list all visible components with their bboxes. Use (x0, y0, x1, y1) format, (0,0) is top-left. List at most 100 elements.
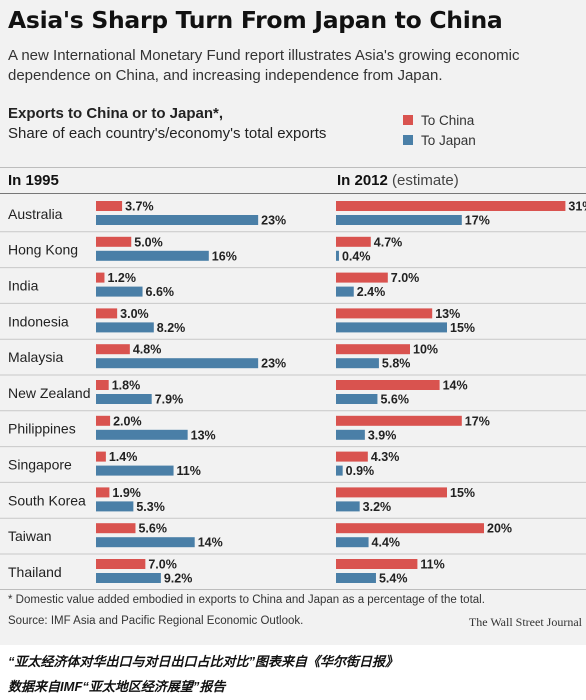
bar-in-2012-japan-thailand (336, 573, 376, 583)
bar-in-1995-japan-india (96, 286, 143, 297)
bar-in-1995-japan-philippines (96, 429, 188, 440)
chart-subtitle: A new International Monetary Fund report… (8, 47, 520, 84)
bar-in-2012-china-philippines (336, 415, 462, 426)
legend-label-japan: To Japan (421, 132, 476, 148)
bar-in-2012-china-thailand (336, 559, 418, 569)
bar-in-2012-japan-hong-kong (336, 250, 339, 261)
bar-in-2012-japan-taiwan (336, 537, 369, 548)
data-label-in-2012-japan-philippines: 3.9% (368, 428, 397, 442)
divider-bottom (0, 589, 586, 590)
bar-in-1995-china-singapore (96, 451, 106, 462)
category-label-new-zealand: New Zealand (8, 385, 91, 401)
bar-in-1995-japan-singapore (96, 465, 174, 476)
data-label-in-1995-japan-south-korea: 5.3% (136, 500, 165, 514)
bar-in-2012-china-hong-kong (336, 236, 371, 247)
data-label-in-2012-japan-new-zealand: 5.6% (380, 393, 409, 407)
bar-in-2012-japan-australia (336, 215, 462, 225)
chart-title: Asia's Sharp Turn From Japan to China (8, 6, 503, 34)
data-label-in-1995-china-philippines: 2.0% (113, 414, 142, 428)
legend-item-china: To China (403, 110, 476, 130)
category-label-india: India (8, 278, 39, 294)
data-label-in-2012-japan-thailand: 5.4% (379, 572, 408, 586)
bar-in-2012-japan-south-korea (336, 501, 360, 512)
bar-in-1995-japan-thailand (96, 573, 161, 583)
bar-in-1995-japan-taiwan (96, 537, 195, 548)
chart-label: Exports to China or to Japan*, Share of … (8, 104, 326, 144)
data-label-in-1995-japan-new-zealand: 7.9% (155, 393, 184, 407)
data-label-in-2012-china-hong-kong: 4.7% (374, 235, 403, 249)
data-label-in-1995-china-indonesia: 3.0% (120, 307, 148, 321)
credit: The Wall Street Journal (468, 615, 582, 629)
data-label-in-2012-china-india: 7.0% (391, 271, 420, 285)
bar-in-1995-china-australia (96, 201, 123, 211)
bar-in-1995-china-malaysia (96, 344, 130, 355)
data-label-in-1995-china-singapore: 1.4% (109, 450, 137, 464)
data-label-in-1995-china-australia: 3.7% (125, 200, 153, 214)
legend-label-china: To China (421, 112, 475, 128)
bar-in-2012-japan-malaysia (336, 358, 379, 369)
legend-swatch-japan (403, 135, 413, 145)
bar-in-2012-china-india (336, 272, 388, 283)
bar-in-1995-china-taiwan (96, 523, 136, 534)
caption-line-1: “亚太经济体对华出口与对日出口占比对比”图表来自《华尔街日报》 (8, 654, 399, 669)
category-label-singapore: Singapore (8, 457, 72, 473)
measure-title: Exports to China or to Japan*, (8, 105, 224, 122)
data-label-in-1995-japan-thailand: 9.2% (164, 572, 193, 586)
data-label-in-1995-china-taiwan: 5.6% (138, 522, 167, 536)
category-label-taiwan: Taiwan (8, 528, 52, 544)
data-label-in-2012-japan-indonesia: 15% (450, 321, 475, 335)
bar-in-1995-china-philippines (96, 415, 111, 426)
data-label-in-2012-china-australia: 31% (568, 200, 586, 214)
bar-in-2012-china-south-korea (336, 487, 447, 498)
source-note: Source: IMF Asia and Pacific Regional Ec… (8, 615, 304, 627)
data-label-in-2012-japan-south-korea: 3.2% (363, 500, 392, 514)
divider-top (0, 167, 586, 168)
legend-item-japan: To Japan (403, 130, 476, 150)
category-label-south-korea: South Korea (8, 492, 86, 508)
bar-in-2012-china-taiwan (336, 523, 484, 534)
divider-heading (0, 193, 586, 194)
bar-in-1995-japan-australia (96, 215, 259, 225)
data-label-in-1995-japan-philippines: 13% (191, 428, 216, 442)
data-label-in-2012-china-south-korea: 15% (450, 486, 475, 500)
measure-subtitle: Share of each country's/economy's total … (8, 125, 327, 142)
data-label-in-2012-japan-hong-kong: 0.4% (342, 249, 371, 263)
bar-in-1995-china-new-zealand (96, 380, 109, 390)
bar-in-1995-china-thailand (96, 559, 146, 569)
legend: To China To Japan (403, 110, 476, 150)
bar-in-1995-japan-new-zealand (96, 394, 152, 404)
category-label-hong-kong: Hong Kong (8, 242, 78, 258)
data-label-in-1995-japan-hong-kong: 16% (212, 249, 237, 263)
bar-in-2012-japan-new-zealand (336, 394, 378, 404)
category-label-indonesia: Indonesia (8, 313, 69, 329)
data-label-in-2012-japan-malaysia: 5.8% (382, 357, 411, 371)
legend-swatch-china (403, 115, 413, 125)
data-label-in-1995-japan-taiwan: 14% (198, 536, 223, 550)
bar-in-1995-china-indonesia (96, 308, 118, 319)
data-label-in-2012-japan-australia: 17% (465, 214, 490, 228)
bar-in-2012-japan-india (336, 286, 354, 297)
bar-in-2012-japan-singapore (336, 465, 343, 476)
bar-in-2012-japan-philippines (336, 429, 365, 440)
bar-in-1995-japan-indonesia (96, 322, 154, 333)
bar-in-2012-japan-indonesia (336, 322, 447, 333)
data-label-in-1995-china-thailand: 7.0% (148, 558, 177, 572)
data-label-in-1995-china-hong-kong: 5.0% (134, 235, 163, 249)
data-label-in-1995-japan-indonesia: 8.2% (157, 321, 186, 335)
data-label-in-1995-china-south-korea: 1.9% (112, 486, 140, 500)
data-label-in-1995-japan-malaysia: 23% (261, 357, 286, 371)
bar-in-2012-china-indonesia (336, 308, 433, 319)
data-label-in-2012-japan-india: 2.4% (357, 285, 386, 299)
data-label-in-1995-china-malaysia: 4.8% (133, 343, 162, 357)
data-label-in-1995-japan-australia: 23% (261, 214, 286, 228)
data-label-in-2012-china-taiwan: 20% (487, 522, 512, 536)
category-label-philippines: Philippines (8, 421, 76, 437)
bar-in-2012-china-new-zealand (336, 380, 440, 390)
bar-in-2012-china-australia (336, 201, 566, 211)
data-label-in-1995-japan-india: 6.6% (146, 285, 175, 299)
bar-in-1995-japan-malaysia (96, 358, 259, 369)
panel-heading-2012: In 2012 (estimate) (337, 172, 459, 189)
category-label-thailand: Thailand (8, 564, 62, 580)
data-label-in-2012-china-malaysia: 10% (413, 343, 438, 357)
